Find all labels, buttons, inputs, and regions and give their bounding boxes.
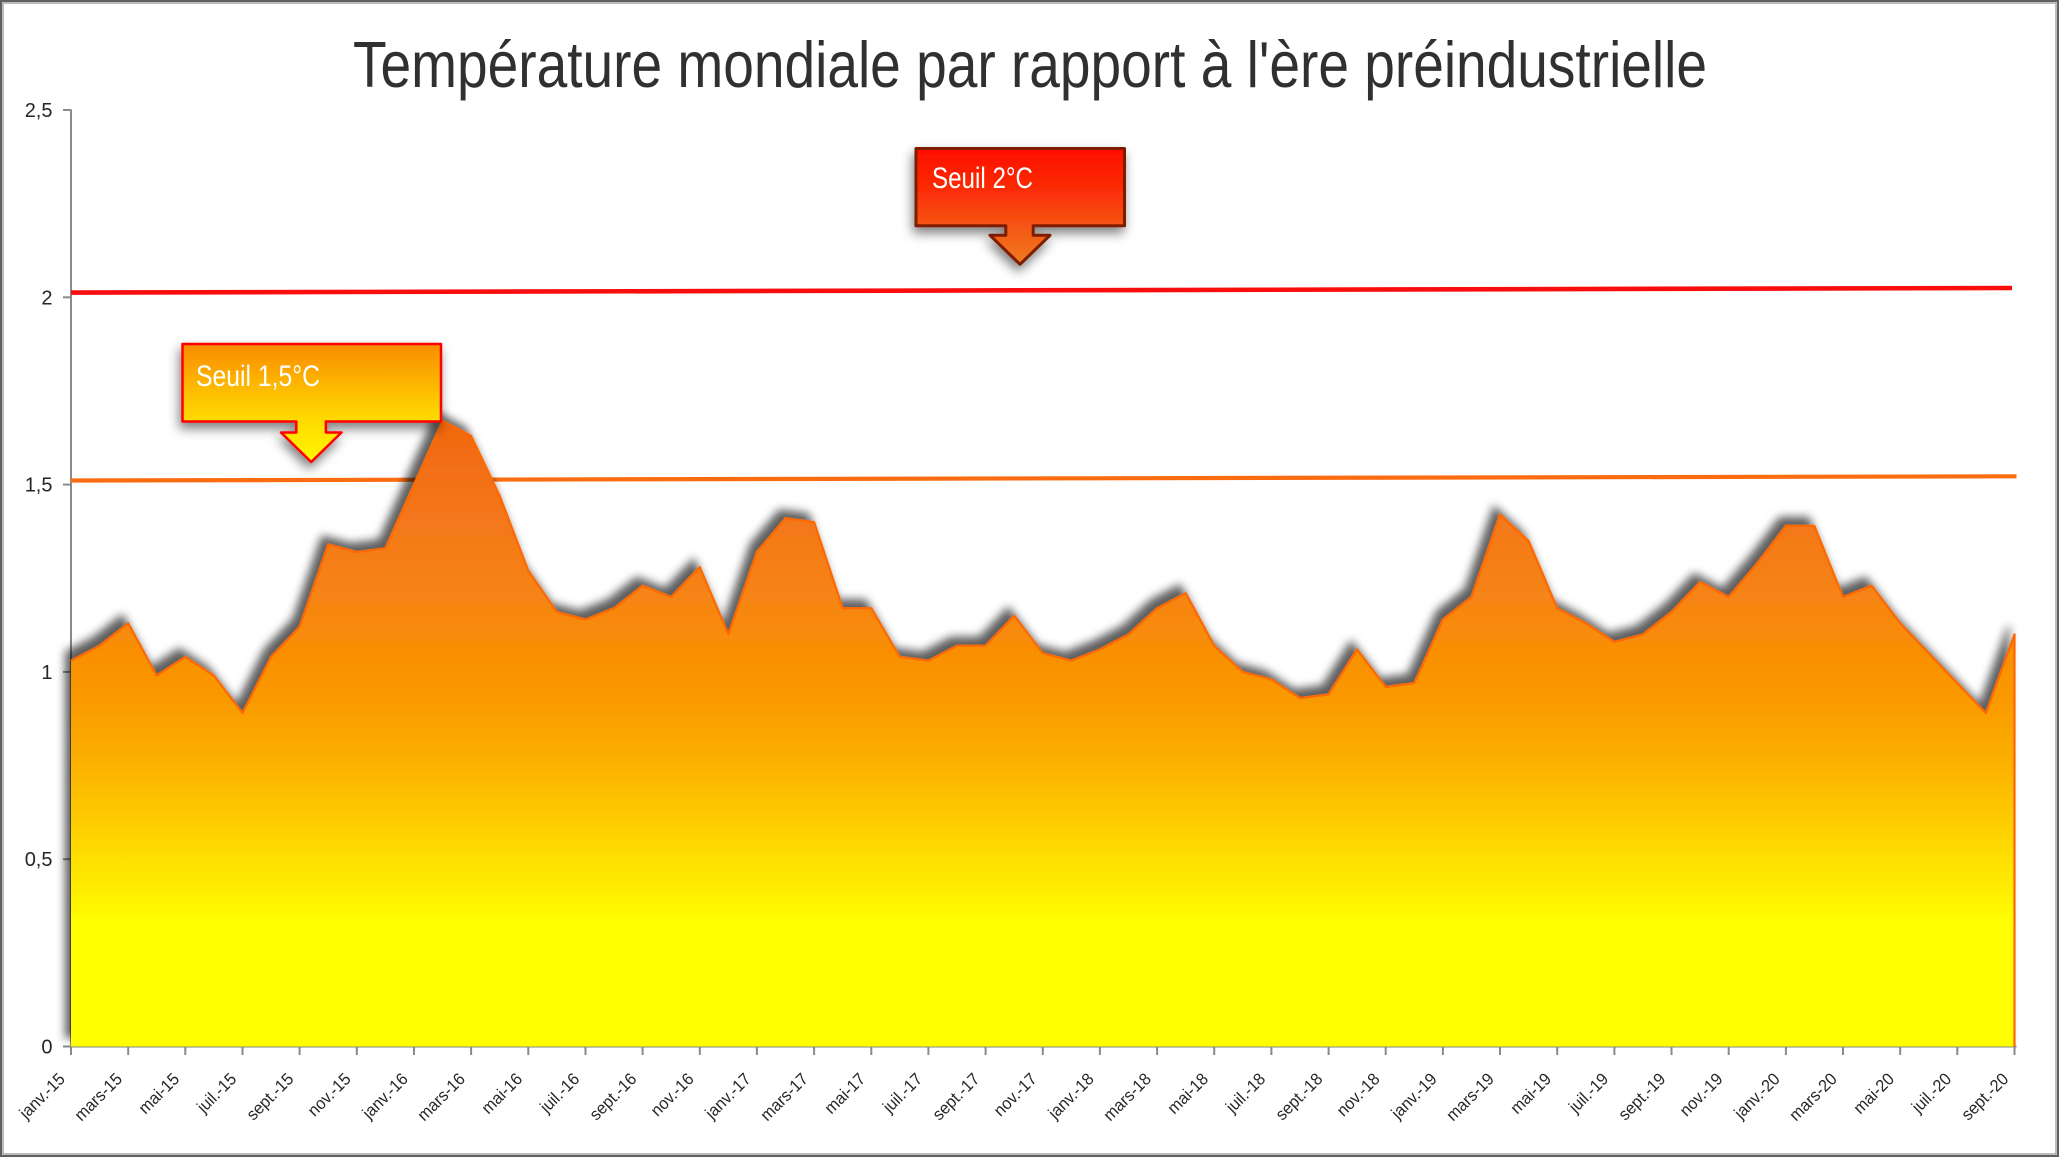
- svg-text:1: 1: [41, 662, 52, 684]
- svg-text:2: 2: [41, 287, 52, 309]
- svg-text:2,5: 2,5: [25, 100, 53, 122]
- svg-text:Seuil 2°C: Seuil 2°C: [932, 162, 1033, 195]
- svg-text:0,5: 0,5: [25, 849, 53, 871]
- svg-text:1,5: 1,5: [25, 475, 53, 497]
- svg-text:Seuil 1,5°C: Seuil 1,5°C: [196, 360, 320, 393]
- svg-text:Température mondiale par rappo: Température mondiale par rapport à l'ère…: [353, 28, 1707, 101]
- svg-text:0: 0: [41, 1037, 52, 1059]
